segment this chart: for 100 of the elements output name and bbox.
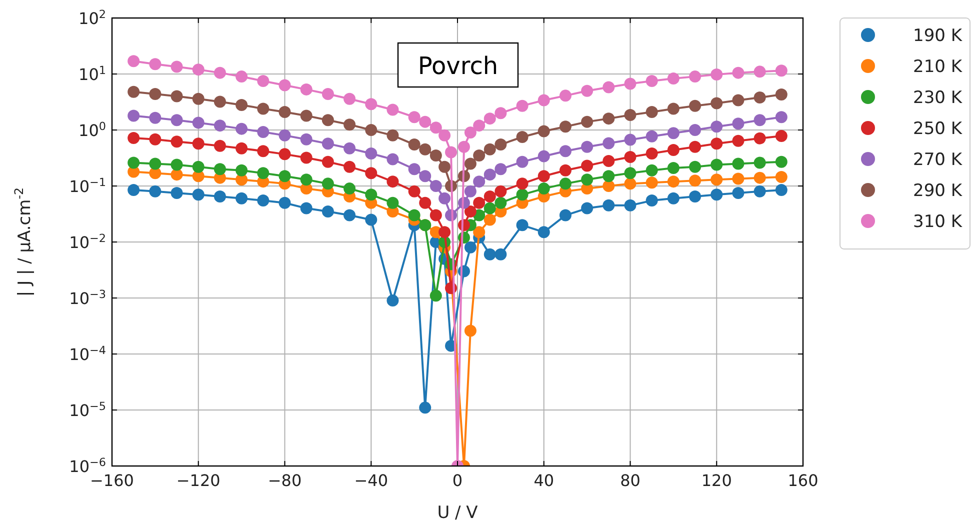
point xyxy=(344,118,356,131)
text: Povrch xyxy=(418,52,498,80)
point xyxy=(170,136,183,148)
point xyxy=(300,110,312,122)
point xyxy=(667,127,680,140)
point xyxy=(538,182,550,195)
point xyxy=(624,199,636,212)
point xyxy=(624,78,636,90)
point xyxy=(170,60,183,73)
point xyxy=(322,114,334,126)
legend-label: 230 K xyxy=(913,88,963,108)
point xyxy=(408,111,420,124)
point xyxy=(581,174,594,186)
point xyxy=(464,324,476,337)
point xyxy=(494,196,507,209)
point xyxy=(386,129,399,142)
point xyxy=(581,160,594,172)
point xyxy=(624,167,636,180)
point xyxy=(257,167,270,180)
point xyxy=(300,83,312,96)
point xyxy=(386,196,399,209)
point xyxy=(430,290,442,302)
point xyxy=(775,130,788,142)
point xyxy=(408,163,420,176)
point xyxy=(464,126,476,139)
point xyxy=(559,178,572,190)
point xyxy=(624,134,636,146)
point xyxy=(170,168,183,181)
legend-label: 190 K xyxy=(913,26,963,46)
point xyxy=(689,190,702,202)
y-tick-label: 10$^{−5}$ xyxy=(69,400,106,420)
point xyxy=(419,116,432,128)
point xyxy=(646,130,658,142)
point xyxy=(732,186,744,199)
point xyxy=(344,209,356,222)
x-tick-label: 160 xyxy=(788,471,818,490)
point xyxy=(646,164,658,176)
point xyxy=(430,180,442,192)
point xyxy=(365,214,378,226)
point xyxy=(710,120,723,133)
point xyxy=(438,129,451,142)
point xyxy=(473,150,486,162)
point xyxy=(710,188,723,201)
point xyxy=(689,160,702,173)
point xyxy=(128,86,140,98)
point xyxy=(257,74,270,87)
point xyxy=(278,79,291,92)
point xyxy=(602,180,615,192)
point xyxy=(732,134,744,147)
point xyxy=(430,122,442,134)
point xyxy=(408,209,420,222)
point xyxy=(365,98,378,110)
point xyxy=(257,194,270,207)
point xyxy=(170,114,183,126)
point xyxy=(602,154,615,167)
point xyxy=(128,156,140,169)
point xyxy=(624,150,636,163)
point xyxy=(494,107,507,120)
point xyxy=(300,152,312,164)
point xyxy=(365,124,378,136)
point xyxy=(192,116,204,129)
point xyxy=(538,170,550,182)
point xyxy=(322,138,334,150)
y-tick-label: 10$^{0}$ xyxy=(78,120,106,140)
x-tick-label: 120 xyxy=(701,471,732,490)
point xyxy=(430,209,442,222)
point xyxy=(775,111,788,124)
point xyxy=(214,140,226,152)
point xyxy=(170,186,183,199)
point xyxy=(710,97,723,110)
point xyxy=(538,125,550,138)
point xyxy=(754,172,766,184)
point xyxy=(464,206,476,218)
point xyxy=(710,158,723,171)
point xyxy=(775,170,788,183)
point xyxy=(646,194,658,207)
point xyxy=(322,156,334,168)
point xyxy=(408,138,420,151)
point xyxy=(667,192,680,204)
point xyxy=(214,163,226,176)
point xyxy=(365,148,378,160)
point xyxy=(430,150,442,162)
point xyxy=(494,163,507,176)
point xyxy=(170,90,183,102)
point xyxy=(464,185,476,198)
point xyxy=(300,133,312,146)
point xyxy=(667,72,680,85)
point xyxy=(408,185,420,198)
point xyxy=(438,226,451,238)
point xyxy=(732,66,744,79)
point xyxy=(494,138,507,151)
x-tick-label: −120 xyxy=(176,471,220,490)
point xyxy=(516,188,528,201)
y-tick-label: 10$^{−2}$ xyxy=(69,232,106,252)
point xyxy=(581,116,594,128)
point xyxy=(775,156,788,168)
point xyxy=(464,158,476,170)
point xyxy=(473,120,486,132)
point xyxy=(419,170,432,182)
point xyxy=(667,102,680,115)
